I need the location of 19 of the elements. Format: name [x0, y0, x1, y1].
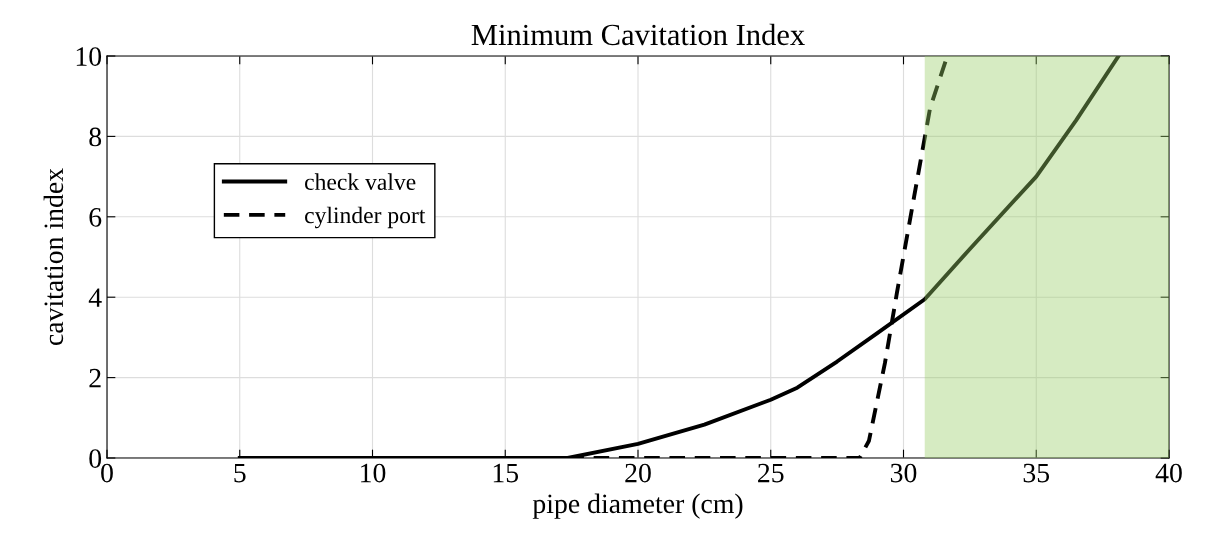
legend-label: check valve: [305, 173, 416, 190]
x-tick-label: 25: [758, 463, 784, 483]
y-tick-label: 8: [89, 127, 102, 147]
x-tick-label: 35: [1023, 463, 1050, 483]
chart-title: Minimum Cavitation Index: [471, 23, 805, 46]
y-tick-label: 2: [89, 368, 101, 388]
y-tick-label: 0: [89, 449, 102, 468]
legend-label: cylinder port: [305, 206, 426, 229]
y-tick-label: 4: [88, 288, 102, 307]
x-tick-label: 5: [234, 463, 246, 483]
x-tick-label: 10: [361, 463, 386, 483]
x-axis-title: pipe diameter (cm): [532, 493, 743, 519]
y-tick-label: 6: [89, 208, 102, 227]
x-tick-label: 30: [890, 463, 917, 483]
x-tick-label: 40: [1155, 463, 1182, 483]
x-tick-label: 20: [625, 463, 651, 483]
x-tick-label: 15: [493, 463, 519, 483]
y-axis-title: cavitation index: [43, 168, 64, 346]
y-tick-label: 10: [76, 47, 102, 66]
